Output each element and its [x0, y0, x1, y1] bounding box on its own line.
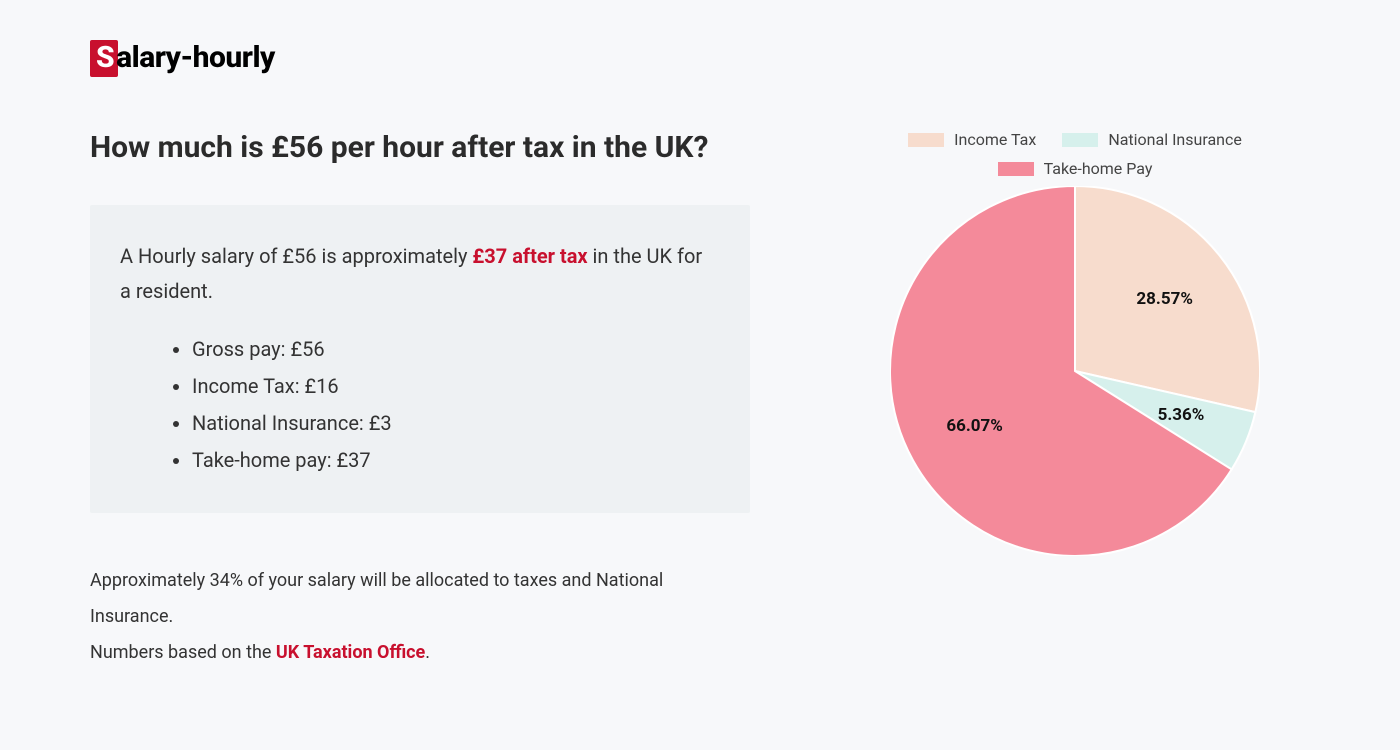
summary-box: A Hourly salary of £56 is approximately …: [90, 205, 750, 513]
list-item: Take-home pay: £37: [192, 442, 710, 479]
footnote-line2-prefix: Numbers based on the: [90, 642, 276, 663]
legend-swatch: [998, 162, 1034, 176]
legend-label: Take-home Pay: [1044, 159, 1153, 178]
right-column: Income Tax National Insurance Take-home …: [840, 130, 1310, 671]
site-logo: Salary-hourly: [90, 40, 1310, 75]
summary-sentence: A Hourly salary of £56 is approximately …: [120, 239, 710, 309]
footnote: Approximately 34% of your salary will be…: [90, 563, 750, 671]
summary-bullets: Gross pay: £56 Income Tax: £16 National …: [120, 331, 710, 479]
pie-slice-label: 66.07%: [946, 416, 1003, 436]
footnote-line2-suffix: .: [425, 642, 430, 663]
logo-rest: alary-hourly: [116, 40, 275, 75]
taxation-office-link[interactable]: UK Taxation Office: [276, 642, 425, 663]
legend-label: National Insurance: [1108, 130, 1242, 149]
list-item: National Insurance: £3: [192, 405, 710, 442]
list-item: Gross pay: £56: [192, 331, 710, 368]
pie-slice-label: 5.36%: [1158, 405, 1205, 425]
list-item: Income Tax: £16: [192, 368, 710, 405]
legend-label: Income Tax: [954, 130, 1036, 149]
chart-legend: Income Tax National Insurance Take-home …: [840, 130, 1310, 178]
legend-item: Take-home Pay: [840, 159, 1310, 178]
legend-item: Income Tax: [908, 130, 1036, 149]
legend-item: National Insurance: [1062, 130, 1242, 149]
page-title: How much is £56 per hour after tax in th…: [90, 130, 750, 165]
pie-slice-label: 28.57%: [1136, 289, 1193, 309]
summary-highlight: £37 after tax: [472, 244, 587, 268]
legend-swatch: [908, 133, 944, 147]
logo-badge: S: [90, 40, 118, 77]
legend-swatch: [1062, 133, 1098, 147]
pie-chart: 28.57% 5.36% 66.07%: [890, 186, 1260, 556]
footnote-line1: Approximately 34% of your salary will be…: [90, 570, 663, 627]
pie-svg: [890, 186, 1260, 556]
left-column: How much is £56 per hour after tax in th…: [90, 130, 750, 671]
summary-prefix: A Hourly salary of £56 is approximately: [120, 244, 472, 268]
main-content: How much is £56 per hour after tax in th…: [90, 130, 1310, 671]
